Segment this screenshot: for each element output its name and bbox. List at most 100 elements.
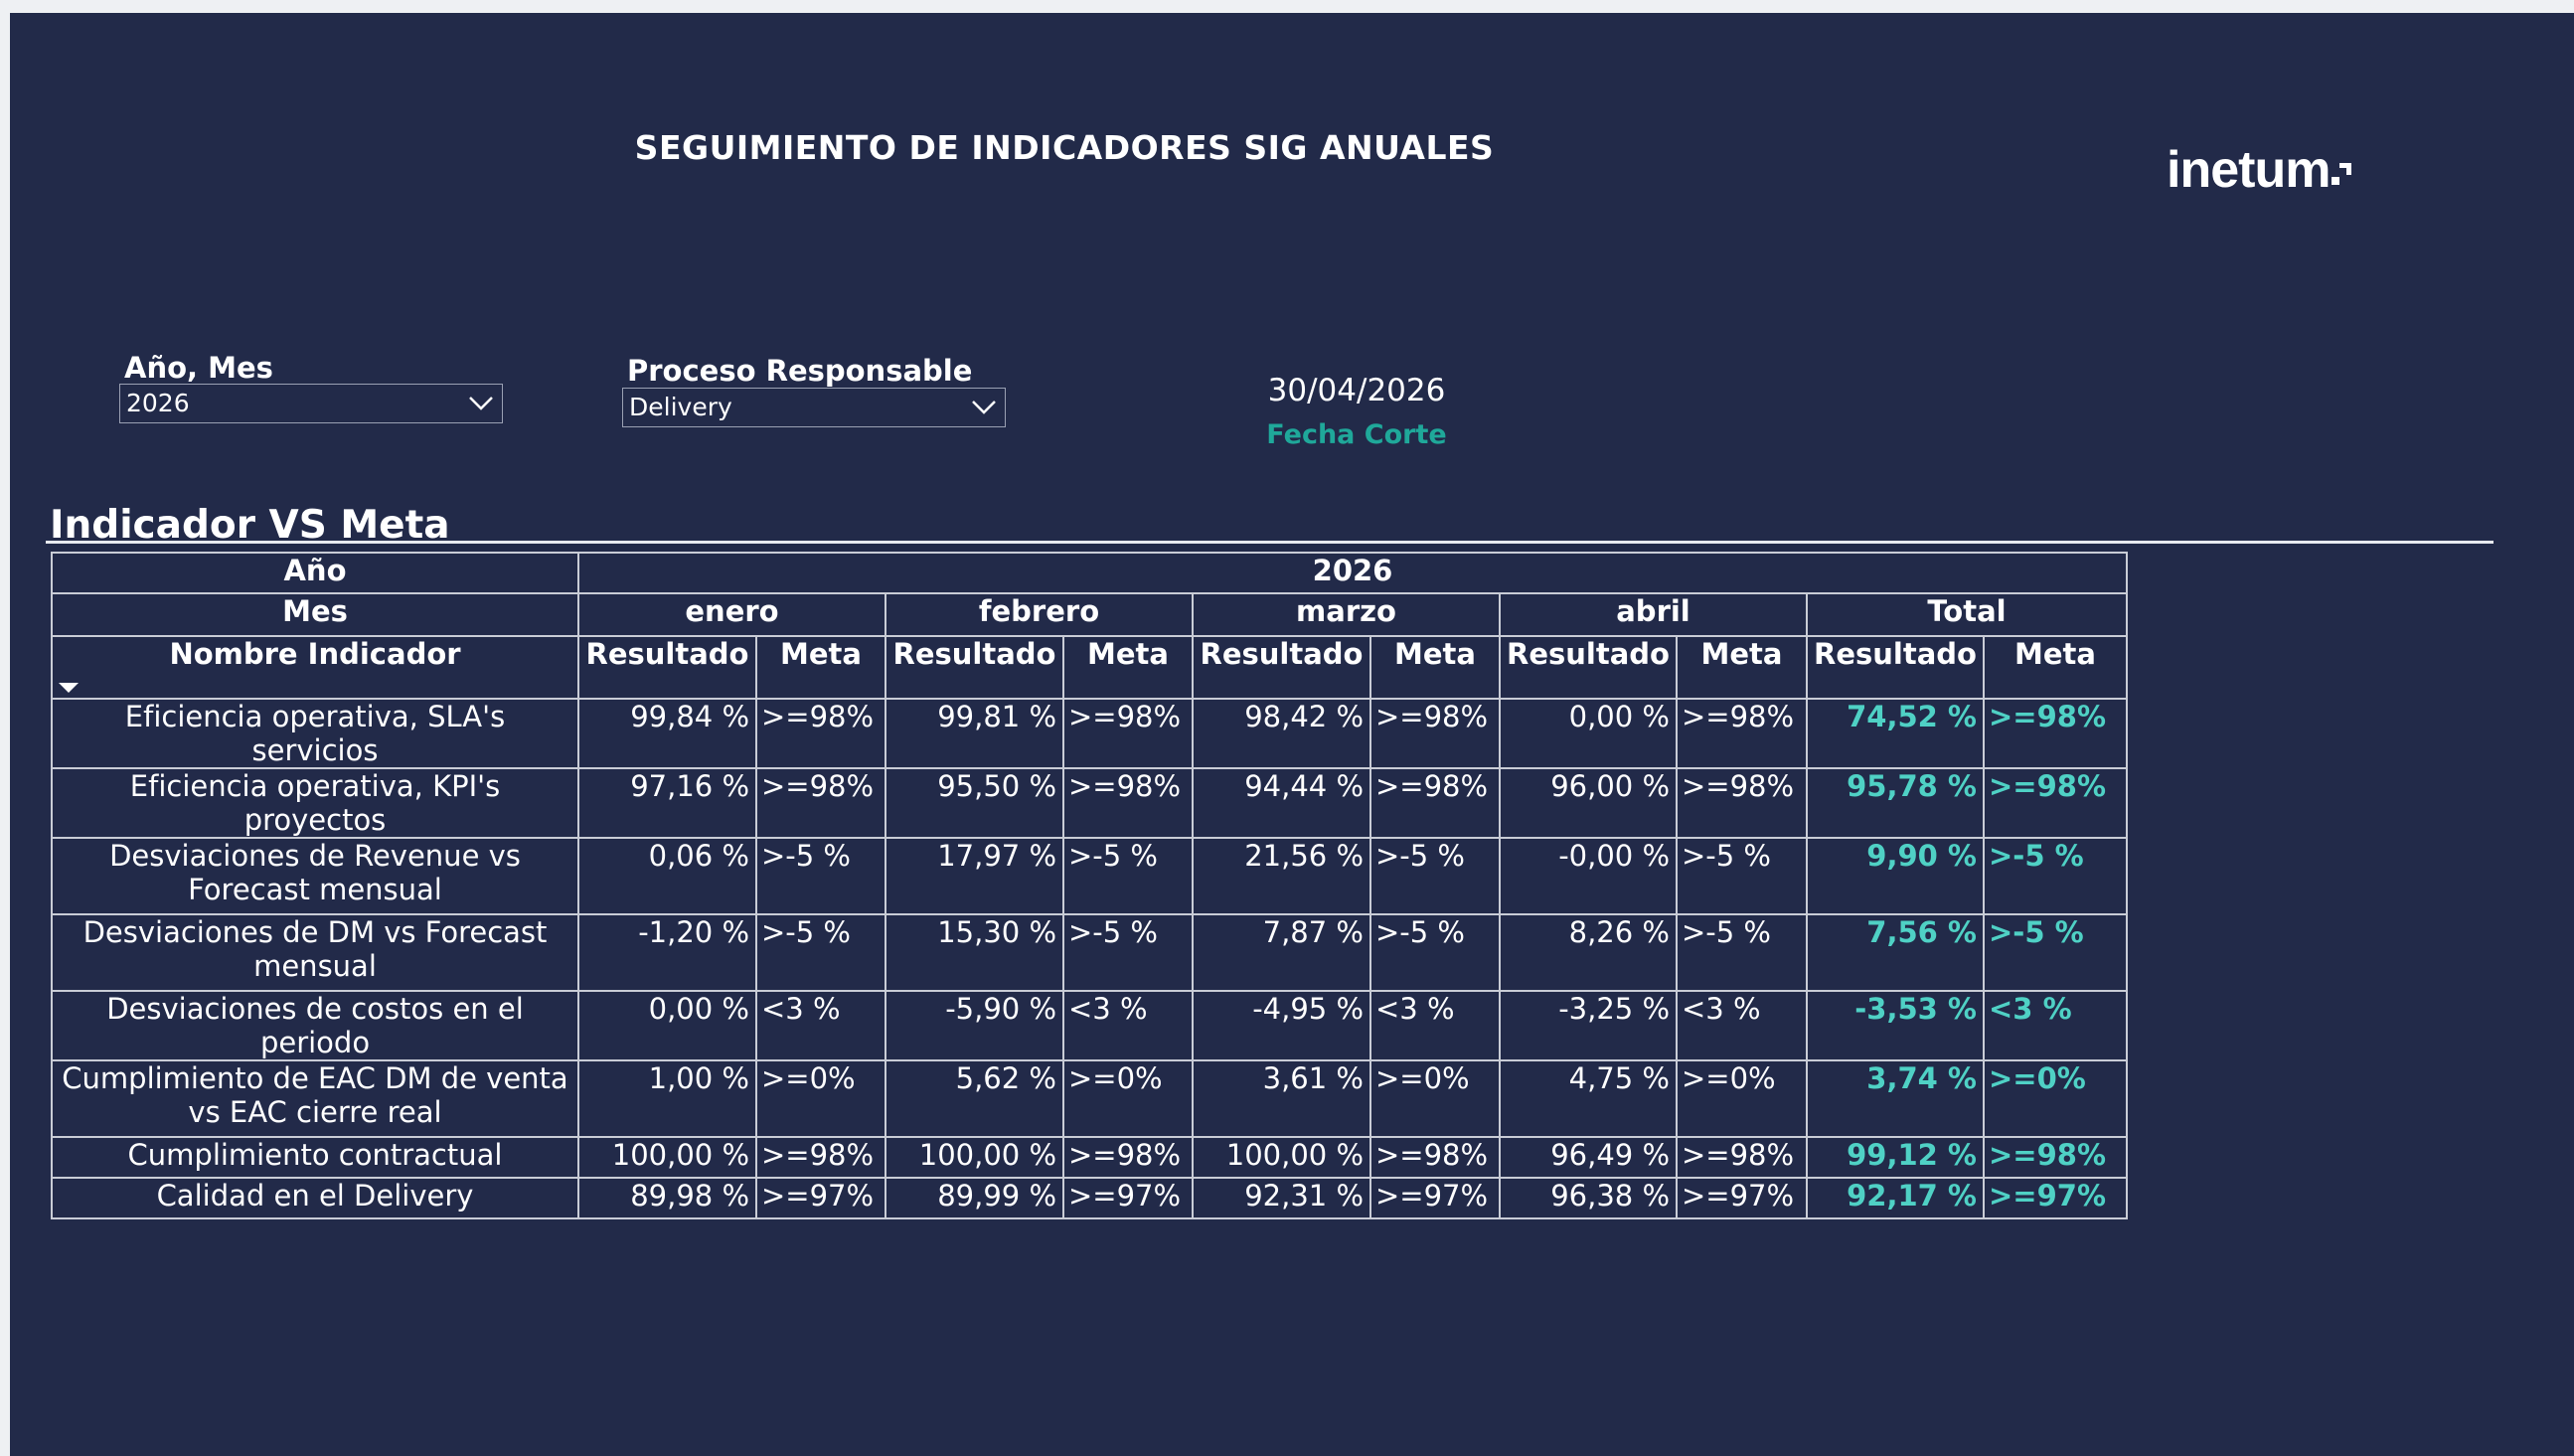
result-cell: 99,12 % [1806, 1136, 1985, 1179]
filter-label: Año, Mes [124, 351, 273, 385]
result-cell: 1,00 % [577, 1059, 757, 1138]
goal-cell: >=98% [1983, 767, 2128, 839]
cutoff-label: Fecha Corte [1266, 419, 1447, 450]
process-dropdown[interactable]: Delivery [622, 388, 1006, 427]
result-cell: -0,00 % [1499, 837, 1678, 915]
table-row: Desviaciones de Revenue vs Forecast mens… [51, 837, 2128, 915]
indicator-name: Eficiencia operativa, KPI's proyectos [51, 767, 579, 839]
result-cell: 3,61 % [1192, 1059, 1371, 1138]
header-cell: febrero [885, 592, 1194, 637]
sort-arrow[interactable] [58, 682, 80, 694]
goal-cell: >=97% [1062, 1177, 1194, 1219]
result-cell: 3,74 % [1806, 1059, 1985, 1138]
header-cell: Meta [1983, 635, 2128, 700]
result-cell: 97,16 % [577, 767, 757, 839]
result-cell: -3,25 % [1499, 990, 1678, 1061]
goal-cell: >=98% [1062, 1136, 1194, 1179]
goal-cell: >=98% [1676, 1136, 1808, 1179]
result-cell: 96,00 % [1499, 767, 1678, 839]
header-cell: Mes [51, 592, 579, 637]
indicator-table: Año 2026 Mes enero febrero marzo abril Total Nom… [51, 552, 2128, 1219]
header-cell: Total [1806, 592, 2128, 637]
result-cell: 7,87 % [1192, 913, 1371, 992]
logo-mark [2332, 163, 2352, 185]
report-title: SEGUIMIENTO DE INDICADORES SIG ANUALES [634, 128, 1495, 167]
result-cell: 9,90 % [1806, 837, 1985, 915]
indicator-name: Eficiencia operativa, SLA's servicios [51, 698, 579, 769]
goal-cell: >-5 % [755, 913, 886, 992]
goal-cell: >=0% [1676, 1059, 1808, 1138]
goal-cell: >=98% [1369, 698, 1501, 769]
indicator-name: Desviaciones de DM vs Forecast mensual [51, 913, 579, 992]
goal-cell: <3 % [1062, 990, 1194, 1061]
dropdown-value: Delivery [629, 393, 732, 421]
result-cell: 92,31 % [1192, 1177, 1371, 1219]
goal-cell: >=98% [755, 767, 886, 839]
table-row: Cumplimiento contractual 100,00 % >=98% 100… [51, 1136, 2128, 1179]
result-cell: 0,00 % [577, 990, 757, 1061]
header-cell: Resultado [1192, 635, 1371, 700]
goal-cell: >=97% [1369, 1177, 1501, 1219]
result-cell: 15,30 % [885, 913, 1064, 992]
goal-cell: >=0% [1983, 1059, 2128, 1138]
goal-cell: <3 % [1983, 990, 2128, 1061]
result-cell: 5,62 % [885, 1059, 1064, 1138]
dropdown-value: 2026 [126, 389, 190, 417]
result-cell: 0,06 % [577, 837, 757, 915]
header-cell: Resultado [1806, 635, 1985, 700]
indicator-name: Cumplimiento de EAC DM de venta vs EAC c… [51, 1059, 579, 1138]
result-cell: 100,00 % [885, 1136, 1064, 1179]
table-row: Calidad en el Delivery 89,98 % >=97% 89,99 … [51, 1177, 2128, 1219]
goal-cell: >-5 % [1062, 913, 1194, 992]
indicator-name: Desviaciones de Revenue vs Forecast mens… [51, 837, 579, 915]
result-cell: 96,49 % [1499, 1136, 1678, 1179]
goal-cell: >-5 % [1676, 913, 1808, 992]
year-dropdown[interactable]: 2026 [119, 384, 503, 423]
goal-cell: >-5 % [1369, 913, 1501, 992]
header-cell: Resultado [577, 635, 757, 700]
header-cell: enero [577, 592, 886, 637]
result-cell: 89,98 % [577, 1177, 757, 1219]
result-cell: 89,99 % [885, 1177, 1064, 1219]
header-cell: Año [51, 552, 579, 594]
result-cell: 100,00 % [1192, 1136, 1371, 1179]
logo: inetum [2167, 140, 2355, 200]
result-cell: 4,75 % [1499, 1059, 1678, 1138]
goal-cell: >-5 % [1676, 837, 1808, 915]
goal-cell: >=98% [755, 698, 886, 769]
result-cell: 92,17 % [1806, 1177, 1985, 1219]
header-cell: Resultado [885, 635, 1064, 700]
result-cell: 99,84 % [577, 698, 757, 769]
indicator-name: Cumplimiento contractual [51, 1136, 579, 1179]
logo-text: inetum [2167, 141, 2331, 199]
header-cell: Resultado [1499, 635, 1678, 700]
header-cell: Meta [1676, 635, 1808, 700]
goal-cell: >=98% [1062, 698, 1194, 769]
table-row: Nombre Indicador Resultado Meta Resultado Me… [51, 635, 2128, 700]
result-cell: 7,56 % [1806, 913, 1985, 992]
title-rule [46, 541, 2494, 544]
goal-cell: >-5 % [1983, 913, 2128, 992]
goal-cell: >=98% [1369, 1136, 1501, 1179]
goal-cell: >=97% [1676, 1177, 1808, 1219]
goal-cell: >=97% [755, 1177, 886, 1219]
result-cell: 74,52 % [1806, 698, 1985, 769]
header-cell: Meta [755, 635, 886, 700]
result-cell: -4,95 % [1192, 990, 1371, 1061]
report: SEGUIMIENTO DE INDICADORES SIG ANUALES i… [10, 13, 2574, 1456]
goal-cell: >-5 % [755, 837, 886, 915]
header-cell: abril [1499, 592, 1808, 637]
header-cell: 2026 [577, 552, 2128, 594]
result-cell: 95,78 % [1806, 767, 1985, 839]
cutoff-date: 30/04/2026 [1267, 373, 1446, 408]
table-row: Cumplimiento de EAC DM de venta vs EAC c… [51, 1059, 2128, 1138]
goal-cell: >-5 % [1062, 837, 1194, 915]
result-cell: 99,81 % [885, 698, 1064, 769]
result-cell: -5,90 % [885, 990, 1064, 1061]
goal-cell: >=98% [1983, 1136, 2128, 1179]
goal-cell: >=98% [1369, 767, 1501, 839]
dropdown-arrow [972, 401, 996, 414]
goal-cell: <3 % [1369, 990, 1501, 1061]
header-cell: Meta [1369, 635, 1501, 700]
